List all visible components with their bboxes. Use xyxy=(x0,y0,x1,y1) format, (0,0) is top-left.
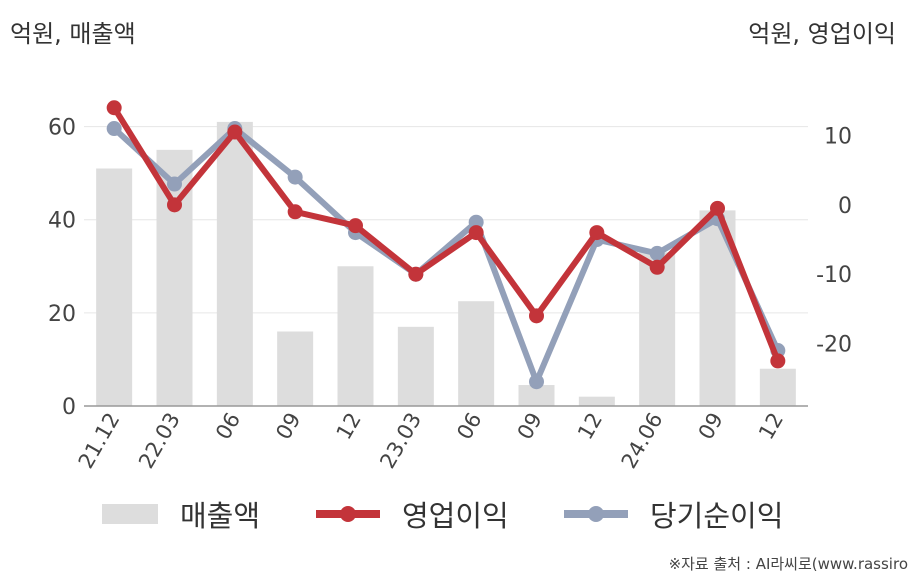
x-tick-label: 12 xyxy=(573,409,607,444)
revenue-bar xyxy=(216,121,253,407)
legend: 매출액 영업이익 당기순이익 xyxy=(0,492,908,536)
x-tick-label: 06 xyxy=(452,409,486,444)
legend-item-net: 당기순이익 xyxy=(564,492,783,536)
left-tick-label: 20 xyxy=(48,302,76,327)
revenue-bar xyxy=(397,326,434,406)
revenue-bar xyxy=(759,368,796,406)
legend-line-swatch-red xyxy=(316,504,380,524)
right-tick-label: -20 xyxy=(816,333,852,358)
x-tick-label: 23.03 xyxy=(375,409,426,473)
chart: 0 20 40 60 -20 -10 0 10 21.12 22.03 06 09 12 23.03 06 0… xyxy=(48,100,852,473)
operating-profit-line xyxy=(111,104,781,364)
net-income-point xyxy=(167,176,182,192)
left-axis-unit: 억원, 매출액 xyxy=(10,20,136,48)
x-tick-label: 09 xyxy=(271,409,305,444)
revenue-bar xyxy=(578,396,615,406)
right-tick-label: 0 xyxy=(838,194,852,219)
x-tick-label: 22.03 xyxy=(134,409,185,473)
legend-label-revenue: 매출액 xyxy=(180,499,261,533)
revenue-bar xyxy=(96,168,133,406)
revenue-bar xyxy=(337,266,374,406)
operating-profit-point xyxy=(348,218,363,234)
operating-profit-point xyxy=(287,204,303,220)
operating-profit-point xyxy=(529,308,544,324)
net-income-point xyxy=(529,374,544,390)
left-tick-label: 0 xyxy=(62,395,76,420)
x-tick-label: 12 xyxy=(332,409,366,444)
operating-profit-point xyxy=(710,200,725,216)
x-tick-label: 12 xyxy=(754,409,788,444)
x-tick-label: 09 xyxy=(694,409,728,444)
net-income-point xyxy=(287,169,303,185)
legend-item-operating: 영업이익 xyxy=(316,492,509,536)
revenue-bar xyxy=(639,252,676,406)
legend-label-net: 당기순이익 xyxy=(650,499,784,533)
left-tick-label: 60 xyxy=(48,116,76,141)
left-tick-label: 40 xyxy=(48,209,76,234)
source-note: ※자료 출처 : AI라씨로(www.rassiro xyxy=(668,555,908,573)
net-income-line xyxy=(111,125,781,385)
operating-profit-point xyxy=(167,197,182,213)
operating-profit-point xyxy=(468,225,484,241)
legend-item-revenue: 매출액 xyxy=(102,492,260,536)
revenue-bar xyxy=(518,385,555,406)
legend-label-operating: 영업이익 xyxy=(402,499,509,533)
operating-profit-point xyxy=(408,266,424,282)
right-tick-label: -10 xyxy=(816,263,852,288)
net-income-point xyxy=(649,245,665,261)
legend-line-swatch-blue xyxy=(564,504,628,524)
x-tick-label: 24.06 xyxy=(617,409,668,473)
revenue-bar xyxy=(277,331,314,406)
x-tick-label: 21.12 xyxy=(74,409,125,473)
x-tick-label: 09 xyxy=(513,409,547,444)
operating-profit-point xyxy=(649,259,665,275)
right-axis-unit: 억원, 영업이익 xyxy=(748,20,896,48)
operating-profit-point xyxy=(227,124,243,140)
x-tick-label: 06 xyxy=(211,409,245,444)
operating-profit-point xyxy=(106,100,122,116)
net-income-point xyxy=(468,214,484,230)
operating-profit-point xyxy=(589,225,605,241)
revenue-bar xyxy=(458,301,495,406)
operating-profit-point xyxy=(770,353,786,369)
right-tick-label: 10 xyxy=(824,124,852,149)
legend-bar-swatch xyxy=(102,504,158,524)
net-income-point xyxy=(106,121,122,137)
